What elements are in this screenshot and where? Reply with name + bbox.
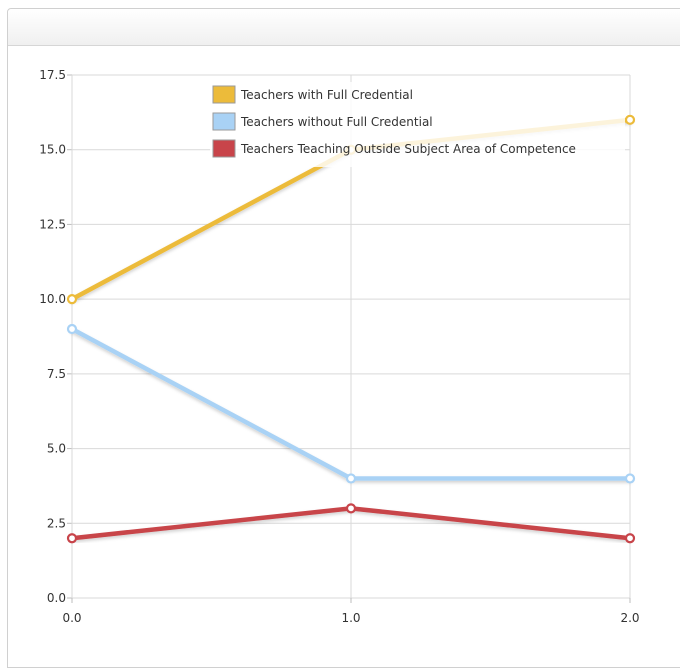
axis-labels: 0.0 2.5 5.0 7.5 10.0 12.5 15.0 17.5 0.0 1.0 2.0 [39,68,639,625]
data-point[interactable] [624,473,636,484]
x-tick-label: 1.0 [341,611,360,625]
legend-swatch[interactable] [212,112,236,131]
data-point[interactable] [624,533,636,544]
legend-swatch[interactable] [212,85,236,104]
legend-label[interactable]: Teachers with Full Credential [240,88,413,102]
panel-header [8,9,680,46]
legend-swatch[interactable] [212,139,236,158]
data-point[interactable] [66,323,78,335]
data-point[interactable] [345,473,357,484]
legend: Teachers with Full Credential Teachers wi… [210,82,625,167]
legend-label[interactable]: Teachers without Full Credential [240,115,433,129]
data-point[interactable] [345,503,357,514]
x-tick-label: 2.0 [620,611,639,625]
y-tick-label: 10.0 [39,292,66,306]
y-tick-label: 12.5 [39,217,66,231]
y-tick-label: 2.5 [47,516,66,530]
x-tick-label: 0.0 [62,611,81,625]
line-chart: 0.0 2.5 5.0 7.5 10.0 12.5 15.0 17.5 0.0 1.0 2.0 Te… [39,68,639,625]
data-point[interactable] [624,114,636,125]
y-tick-label: 5.0 [47,442,66,456]
legend-label[interactable]: Teachers Teaching Outside Subject Area o… [240,142,576,156]
data-point[interactable] [66,294,78,305]
y-tick-label: 0.0 [47,591,66,605]
legend-background [210,82,625,167]
data-point[interactable] [66,533,78,544]
y-tick-label: 15.0 [39,143,66,157]
y-tick-label: 17.5 [39,68,66,82]
y-tick-label: 7.5 [47,367,66,381]
